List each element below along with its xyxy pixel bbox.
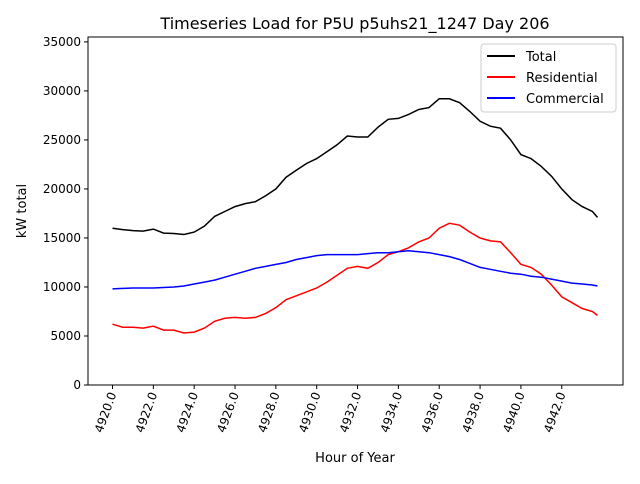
series-line-commercial (112, 249, 598, 290)
y-tick-label: 20000 (43, 182, 81, 196)
series-line-total (112, 98, 599, 236)
legend-label-commercial: Commercial (526, 92, 604, 107)
x-tick-label: 4932.0 (337, 390, 365, 434)
legend: Total Residential Commercial (480, 43, 617, 113)
y-tick-label: 15000 (43, 231, 81, 245)
x-tick-label: 4930.0 (296, 390, 324, 434)
x-axis-label: Hour of Year (315, 451, 395, 466)
x-tick-label: 4922.0 (133, 390, 161, 434)
y-tick-label: 30000 (43, 84, 81, 98)
x-tick-label: 4938.0 (459, 390, 487, 434)
y-tick-label: 0 (73, 378, 81, 392)
x-tick-label: 4924.0 (173, 390, 201, 434)
chart-title: Timeseries Load for P5U p5uhs21_1247 Day… (159, 14, 549, 34)
plot-frame (87, 36, 624, 386)
legend-label-total: Total (525, 50, 556, 65)
x-tick-label: 4926.0 (214, 390, 242, 434)
y-axis-label: kW total (15, 184, 30, 238)
x-tick-label: 4934.0 (378, 390, 406, 434)
x-tick-label: 4928.0 (255, 390, 283, 434)
x-tick-label: 4940.0 (500, 390, 528, 434)
y-tick-label: 5000 (50, 329, 81, 343)
x-tick-label: 4942.0 (541, 390, 569, 434)
x-tick-label: 4920.0 (92, 390, 120, 434)
y-tick-label: 10000 (43, 280, 81, 294)
x-tick-label: 4936.0 (419, 390, 447, 434)
legend-label-residential: Residential (526, 71, 598, 86)
y-tick-label: 25000 (43, 133, 81, 147)
legend-box (480, 43, 617, 113)
series-line-residential (112, 222, 598, 334)
y-tick-label: 35000 (43, 35, 81, 49)
